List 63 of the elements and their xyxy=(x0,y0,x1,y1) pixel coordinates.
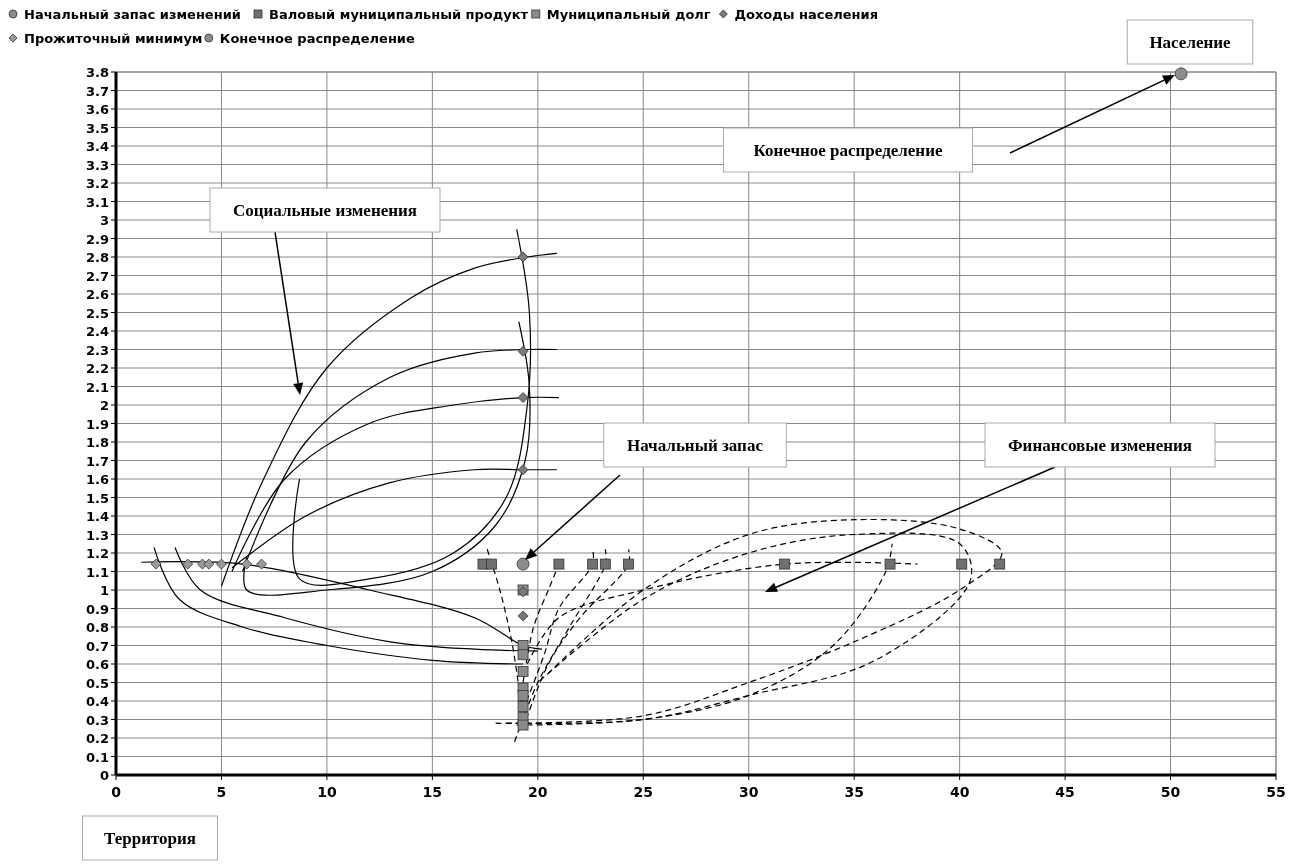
y-tick-label: 0.6 xyxy=(85,657,109,672)
legend-label: Конечное распределение xyxy=(219,31,415,46)
y-tick-label: 0 xyxy=(99,768,109,783)
y-tick-label: 0.3 xyxy=(85,712,109,728)
y-tick-label: 2.9 xyxy=(85,231,109,247)
y-tick-label: 2.2 xyxy=(85,361,109,376)
y-tick-label: 2.6 xyxy=(85,287,109,302)
legend-label: Прожиточный минимум xyxy=(24,31,203,46)
y-tick-label: 1.6 xyxy=(85,472,109,487)
y-tick-label: 2.1 xyxy=(85,379,109,395)
y-tick-label: 3.3 xyxy=(85,157,109,173)
x-tick-label: 5 xyxy=(216,784,227,800)
y-tick-label: 0.2 xyxy=(85,731,109,746)
x-tick-label: 25 xyxy=(633,784,654,800)
y-tick-label: 3.1 xyxy=(85,194,109,210)
x-tick-label: 45 xyxy=(1055,784,1075,800)
y-tick-label: 3.2 xyxy=(85,176,109,191)
y-tick-label: 3.7 xyxy=(85,83,109,99)
x-tick-label: 35 xyxy=(844,784,864,800)
y-tick-label: 1.9 xyxy=(85,416,109,432)
legend-label: Муниципальный долг xyxy=(546,7,711,22)
y-tick-label: 2.5 xyxy=(85,305,109,321)
x-tick-label: 55 xyxy=(1266,784,1286,800)
y-tick-label: 1.2 xyxy=(85,546,109,561)
y-tick-label: 1.5 xyxy=(85,490,109,506)
y-tick-label: 1.1 xyxy=(85,564,109,580)
y-tick-label: 1.4 xyxy=(85,509,109,524)
y-tick-label: 2.7 xyxy=(85,268,109,284)
x-tick-label: 10 xyxy=(317,784,337,800)
y-tick-label: 3.5 xyxy=(85,120,109,136)
y-tick-label: 2 xyxy=(99,398,109,413)
x-tick-label: 30 xyxy=(738,784,759,800)
y-tick-label: 0.4 xyxy=(85,694,109,709)
x-tick-label: 50 xyxy=(1160,784,1181,800)
annotation: Начальный запас xyxy=(627,436,764,455)
legend-label: Начальный запас изменений xyxy=(24,7,241,22)
y-tick-label: 0.5 xyxy=(85,675,109,691)
legend-label: Валовый муниципальный продукт xyxy=(269,7,529,22)
x-tick-label: 15 xyxy=(422,784,443,800)
y-tick-label: 3 xyxy=(99,213,109,228)
y-tick-label: 3.8 xyxy=(85,65,109,80)
y-axis-title: Население xyxy=(1149,33,1232,52)
y-tick-label: 1.8 xyxy=(85,435,109,450)
y-tick-label: 2.3 xyxy=(85,342,109,358)
x-tick-label: 20 xyxy=(528,784,548,800)
y-tick-label: 0.1 xyxy=(85,749,109,765)
y-tick-label: 3.4 xyxy=(85,139,109,154)
y-tick-label: 1 xyxy=(99,583,109,598)
x-tick-label: 40 xyxy=(949,784,970,800)
y-tick-label: 0.8 xyxy=(85,620,109,635)
x-axis-title: Территория xyxy=(103,829,197,848)
y-tick-label: 0.9 xyxy=(85,601,109,617)
y-tick-label: 2.8 xyxy=(85,250,109,265)
legend-label: Доходы населения xyxy=(734,7,879,22)
x-tick-label: 0 xyxy=(111,784,122,800)
y-tick-label: 1.7 xyxy=(85,453,109,469)
y-tick-label: 2.4 xyxy=(85,324,109,339)
annotation: Конечное распределение xyxy=(753,141,943,160)
y-tick-label: 1.3 xyxy=(85,527,109,543)
annotation: Финансовые изменения xyxy=(1008,436,1192,455)
y-tick-label: 0.7 xyxy=(85,638,109,654)
y-tick-label: 3.6 xyxy=(85,102,109,117)
annotation: Социальные изменения xyxy=(232,201,418,220)
